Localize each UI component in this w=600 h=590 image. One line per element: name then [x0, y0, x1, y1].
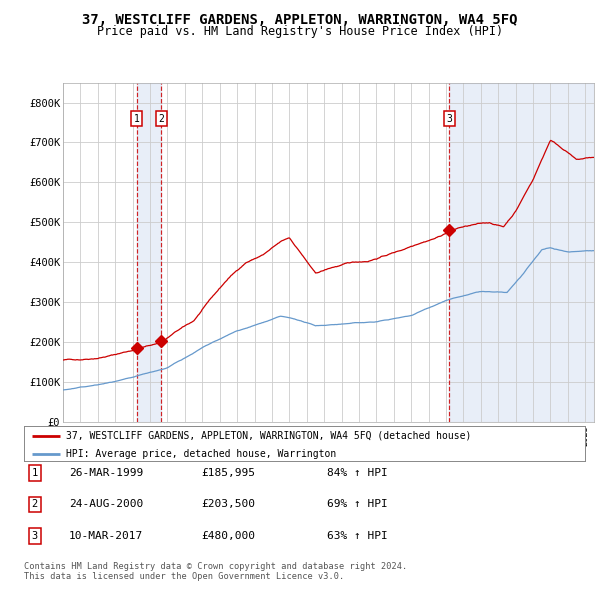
Text: 37, WESTCLIFF GARDENS, APPLETON, WARRINGTON, WA4 5FQ: 37, WESTCLIFF GARDENS, APPLETON, WARRING…: [82, 13, 518, 27]
Text: 24-AUG-2000: 24-AUG-2000: [69, 500, 143, 509]
Bar: [449, 83, 594, 422]
Text: 69% ↑ HPI: 69% ↑ HPI: [327, 500, 388, 509]
Text: 3: 3: [446, 113, 452, 123]
Text: 1: 1: [134, 113, 140, 123]
Text: 3: 3: [32, 531, 38, 540]
Text: 10-MAR-2017: 10-MAR-2017: [69, 531, 143, 540]
Bar: [137, 83, 161, 422]
Text: 84% ↑ HPI: 84% ↑ HPI: [327, 468, 388, 478]
Text: £480,000: £480,000: [201, 531, 255, 540]
Text: Contains HM Land Registry data © Crown copyright and database right 2024.
This d: Contains HM Land Registry data © Crown c…: [24, 562, 407, 581]
Text: 37, WESTCLIFF GARDENS, APPLETON, WARRINGTON, WA4 5FQ (detached house): 37, WESTCLIFF GARDENS, APPLETON, WARRING…: [66, 431, 472, 441]
Text: 2: 2: [32, 500, 38, 509]
Text: HPI: Average price, detached house, Warrington: HPI: Average price, detached house, Warr…: [66, 448, 337, 458]
Text: 26-MAR-1999: 26-MAR-1999: [69, 468, 143, 478]
Text: 1: 1: [32, 468, 38, 478]
Text: 63% ↑ HPI: 63% ↑ HPI: [327, 531, 388, 540]
Text: £203,500: £203,500: [201, 500, 255, 509]
Text: Price paid vs. HM Land Registry's House Price Index (HPI): Price paid vs. HM Land Registry's House …: [97, 25, 503, 38]
Text: 2: 2: [158, 113, 164, 123]
Text: £185,995: £185,995: [201, 468, 255, 478]
